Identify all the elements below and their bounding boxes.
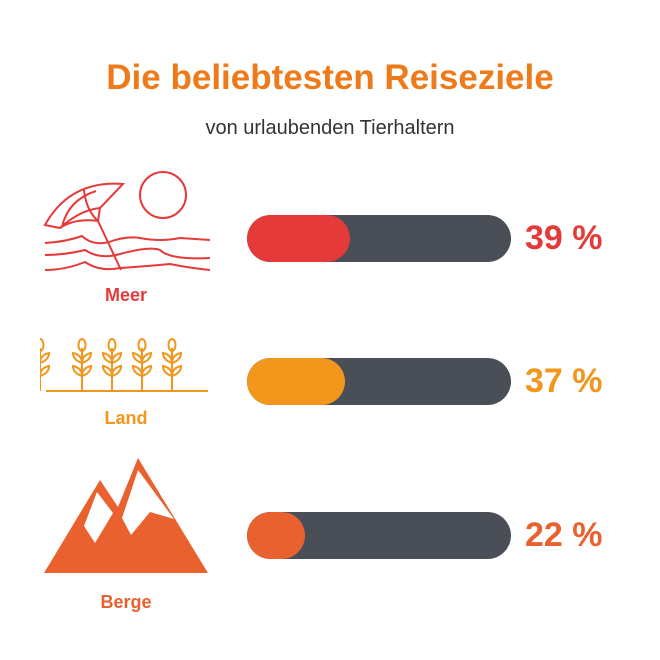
wheat-field-icon <box>40 338 208 392</box>
category-label: Meer <box>104 285 148 305</box>
chart-subtitle: von urlaubenden Tierhaltern <box>205 117 455 139</box>
value-label: 37 % <box>525 362 603 400</box>
chart-title: Die beliebtesten Reiseziele <box>106 58 554 97</box>
bar-meer <box>247 215 350 262</box>
bar-track <box>247 358 511 405</box>
bar-berge <box>247 512 306 559</box>
bar-land <box>247 358 345 405</box>
category-label: Land <box>104 408 148 428</box>
bar-track <box>247 512 511 559</box>
value-label: 39 % <box>525 219 603 257</box>
value-label: 22 % <box>525 516 603 554</box>
category-label: Berge <box>100 592 152 612</box>
mountain-icon <box>44 458 208 573</box>
beach-umbrella-icon <box>43 171 211 271</box>
bar-track <box>247 215 511 262</box>
